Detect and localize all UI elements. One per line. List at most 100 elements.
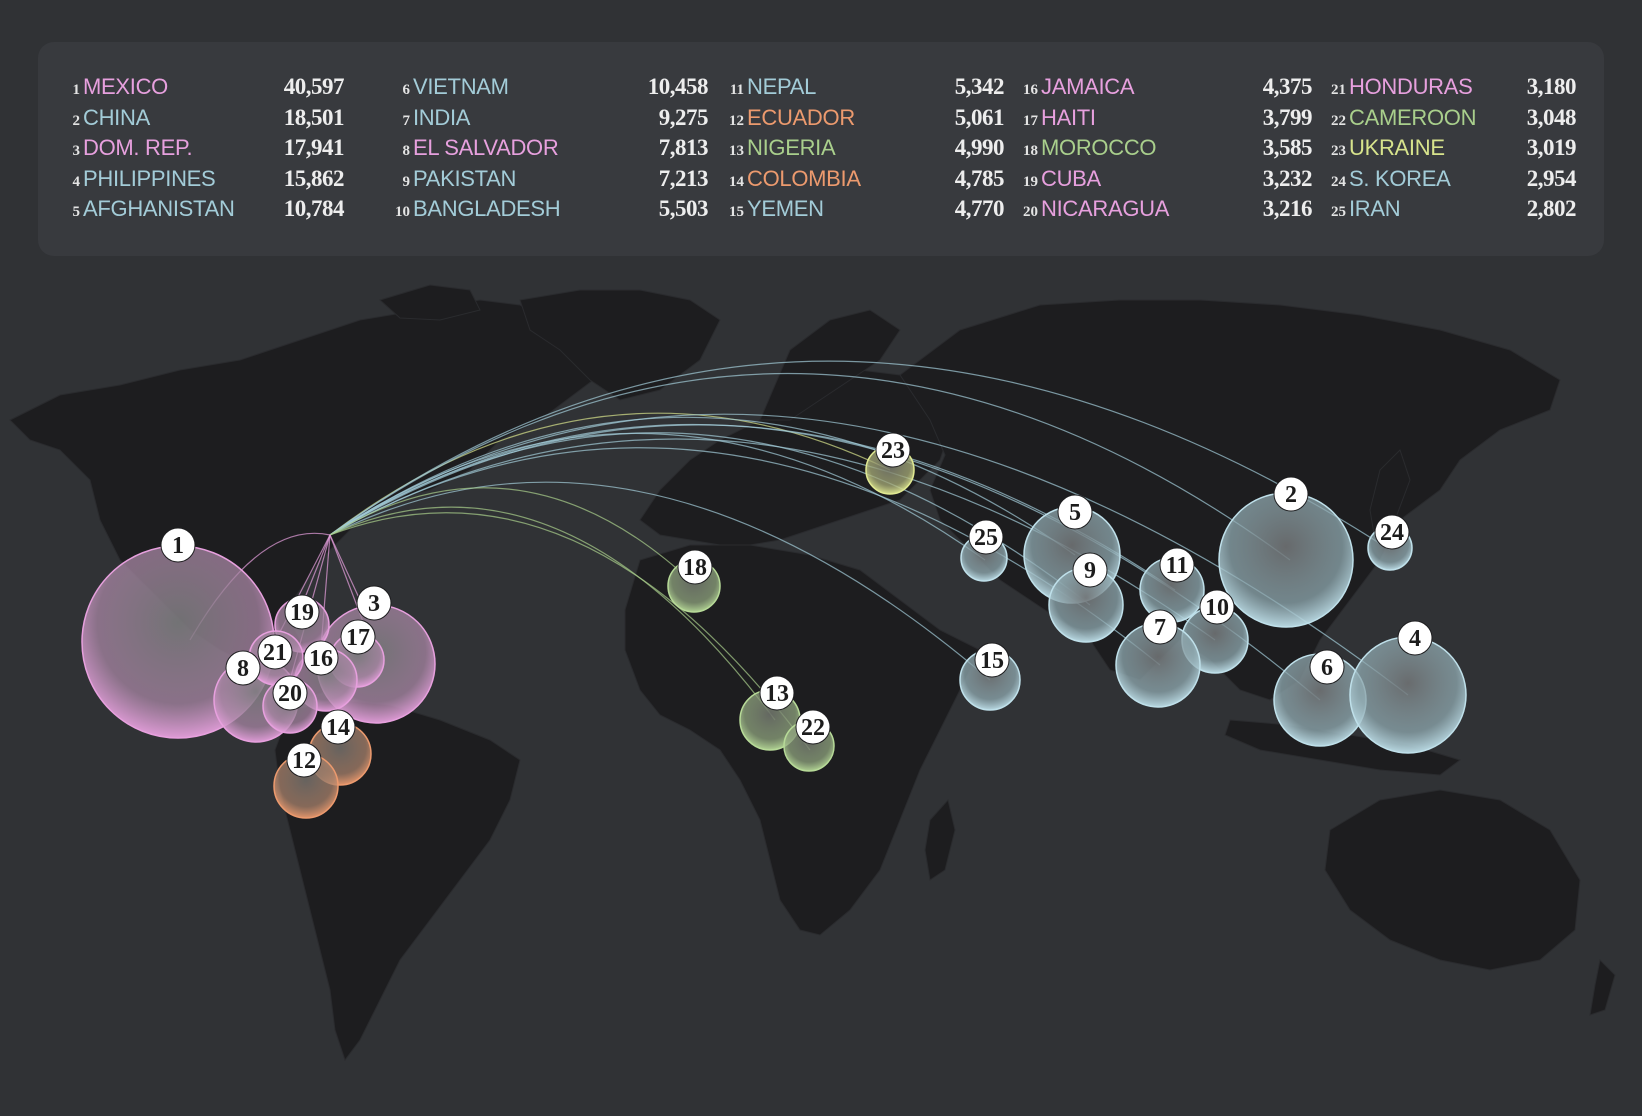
ranking-column-3: 11 NEPAL 5,342 12 ECUADOR 5,061 13 NIGERIA 4,990… (728, 72, 1005, 225)
rank-marker-disc (1199, 589, 1235, 625)
rank-marker-disc (875, 432, 911, 468)
ranking-row: 25 IRAN 2,802 (1330, 194, 1577, 225)
ranking-row: 9 PAKISTAN 7,213 (394, 164, 709, 195)
rank-marker: 17 (340, 619, 376, 655)
ranking-row: 21 HONDURAS 3,180 (1330, 72, 1577, 103)
rank-marker-disc (677, 549, 713, 585)
ranking-row: 24 S. KOREA 2,954 (1330, 164, 1577, 195)
country-name: PHILIPPINES (83, 165, 216, 191)
rank-number: 25 (1331, 204, 1346, 220)
rank-marker-disc (1072, 552, 1108, 588)
immigrant-count: 3,019 (1526, 135, 1577, 160)
arc-cameroon (329, 512, 811, 751)
rank-marker-label: 1 (172, 533, 184, 559)
ranking-row: 18 MOROCCO 3,585 (1022, 133, 1313, 164)
country-name: CHINA (83, 104, 150, 130)
country-name: HAITI (1041, 104, 1096, 130)
rank-number: 20 (1023, 204, 1038, 220)
immigrant-count: 2,802 (1526, 196, 1577, 221)
rank-marker: 19 (284, 594, 320, 630)
ranking-row: 5 AFGHANISTAN 10,784 (64, 194, 345, 225)
country-name: NIGERIA (747, 135, 836, 160)
arc-caribbean-3 (329, 534, 361, 601)
rank-marker: 9 (1072, 552, 1108, 588)
ranking-column-5: 21 HONDURAS 3,180 22 CAMEROON 3,048 23 UKRAINE 3… (1330, 72, 1577, 225)
rank-number: 9 (402, 173, 411, 190)
immigrant-count: 5,342 (954, 74, 1005, 99)
rank-marker: 16 (303, 640, 339, 676)
australia-shape (1324, 789, 1581, 971)
rank-marker-disc (303, 640, 339, 676)
rank-number: 11 (729, 82, 744, 98)
rank-marker-disc (968, 519, 1004, 555)
immigrant-count: 4,770 (954, 196, 1005, 221)
rank-marker: 8 (225, 650, 261, 686)
immigrant-count: 4,990 (954, 135, 1005, 160)
country-name: CUBA (1041, 165, 1101, 191)
ranking-panel: 1 MEXICO 40,597 2 CHINA 18,501 3 DOM. REP. 17,94… (38, 42, 1604, 256)
ranking-column-2: 6 VIETNAM 10,458 7 INDIA 9,275 8 EL SALVADOR 7,8… (394, 72, 709, 225)
country-name: EL SALVADOR (413, 135, 559, 160)
ranking-row: 8 EL SALVADOR 7,813 (394, 133, 709, 164)
rank-marker-disc (1159, 547, 1195, 583)
country-name: DOM. REP. (83, 135, 193, 160)
arc-iran (329, 432, 986, 561)
ranking-row: 11 NEPAL 5,342 (728, 72, 1005, 103)
rank-marker-label: 18 (683, 555, 707, 581)
greenland-shape (519, 289, 721, 401)
rank-marker-disc (974, 642, 1010, 678)
country-name: HONDURAS (1349, 74, 1473, 99)
rank-marker-disc (340, 619, 376, 655)
immigrant-count: 3,232 (1262, 165, 1313, 191)
rank-marker: 15 (974, 642, 1010, 678)
ranking-row: 10 BANGLADESH 5,503 (394, 194, 709, 225)
rank-marker-label: 23 (881, 438, 905, 464)
country-name: INDIA (413, 104, 471, 130)
rank-number: 2 (72, 112, 81, 129)
ranking-row: 20 NICARAGUA 3,216 (1022, 194, 1313, 225)
rank-marker-disc (320, 709, 356, 745)
ranking-row: 13 NIGERIA 4,990 (728, 133, 1005, 164)
rank-marker: 7 (1142, 609, 1178, 645)
immigrant-count: 3,180 (1526, 74, 1577, 99)
rank-marker: 4 (1397, 620, 1433, 656)
immigrant-count: 9,275 (658, 104, 709, 130)
rank-marker: 10 (1199, 589, 1235, 625)
rank-marker-label: 21 (263, 640, 287, 666)
rank-marker-disc (286, 742, 322, 778)
immigrant-count: 40,597 (283, 74, 345, 99)
rank-number: 7 (402, 112, 411, 129)
immigrant-count: 10,784 (283, 196, 345, 221)
country-name: NICARAGUA (1041, 196, 1170, 221)
rank-number: 12 (729, 112, 744, 129)
rank-number: 14 (729, 173, 744, 190)
rank-number: 23 (1331, 143, 1346, 159)
ranking-row: 16 JAMAICA 4,375 (1022, 72, 1313, 103)
rank-marker-disc (257, 634, 293, 670)
immigrant-count: 3,585 (1262, 135, 1313, 160)
country-name: IRAN (1349, 196, 1401, 221)
ranking-row: 12 ECUADOR 5,061 (728, 103, 1005, 134)
country-name: YEMEN (747, 196, 824, 221)
country-name: COLOMBIA (747, 165, 861, 191)
rank-marker-label: 12 (292, 748, 316, 774)
rank-marker-disc (1057, 494, 1093, 530)
ranking-column-1: 1 MEXICO 40,597 2 CHINA 18,501 3 DOM. REP. 17,94… (64, 72, 345, 225)
rank-marker-label: 25 (974, 525, 998, 551)
ranking-row: 1 MEXICO 40,597 (64, 72, 345, 103)
rank-marker-label: 6 (1321, 655, 1333, 681)
immigrant-count: 15,862 (283, 165, 345, 191)
rank-number: 1 (72, 82, 81, 98)
rank-marker-label: 24 (1380, 520, 1404, 546)
immigrant-count: 5,061 (954, 104, 1005, 130)
rank-marker: 25 (968, 519, 1004, 555)
rank-marker-disc (160, 527, 196, 563)
ranking-column-4: 16 JAMAICA 4,375 17 HAITI 3,799 18 MOROCCO 3,585… (1022, 72, 1313, 225)
immigrant-count: 3,048 (1526, 104, 1577, 130)
country-name: MOROCCO (1041, 135, 1157, 160)
rank-marker: 23 (875, 432, 911, 468)
arc-morocco (329, 487, 696, 586)
immigrant-count: 3,216 (1262, 196, 1313, 221)
rank-marker-label: 16 (309, 646, 333, 672)
